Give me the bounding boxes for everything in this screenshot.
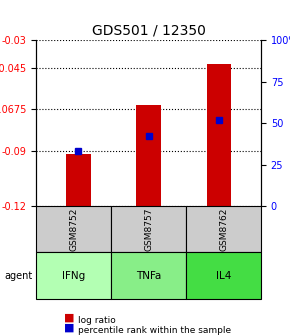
Text: GSM8762: GSM8762 xyxy=(219,208,228,251)
Text: ■: ■ xyxy=(64,323,74,333)
FancyBboxPatch shape xyxy=(111,252,186,299)
FancyBboxPatch shape xyxy=(111,206,186,252)
FancyBboxPatch shape xyxy=(36,206,111,252)
Text: IFNg: IFNg xyxy=(62,271,85,281)
Bar xyxy=(206,64,231,206)
Text: ■: ■ xyxy=(64,313,74,323)
Bar xyxy=(136,105,161,206)
Bar xyxy=(66,154,91,206)
Text: GSM8757: GSM8757 xyxy=(144,207,153,251)
FancyBboxPatch shape xyxy=(186,206,261,252)
Text: agent: agent xyxy=(4,271,32,281)
Text: IL4: IL4 xyxy=(216,271,231,281)
Title: GDS501 / 12350: GDS501 / 12350 xyxy=(92,24,206,38)
Text: TNFa: TNFa xyxy=(136,271,161,281)
Text: GSM8752: GSM8752 xyxy=(69,208,78,251)
FancyBboxPatch shape xyxy=(36,252,111,299)
Text: percentile rank within the sample: percentile rank within the sample xyxy=(78,327,231,335)
Text: log ratio: log ratio xyxy=(78,317,116,325)
FancyBboxPatch shape xyxy=(186,252,261,299)
